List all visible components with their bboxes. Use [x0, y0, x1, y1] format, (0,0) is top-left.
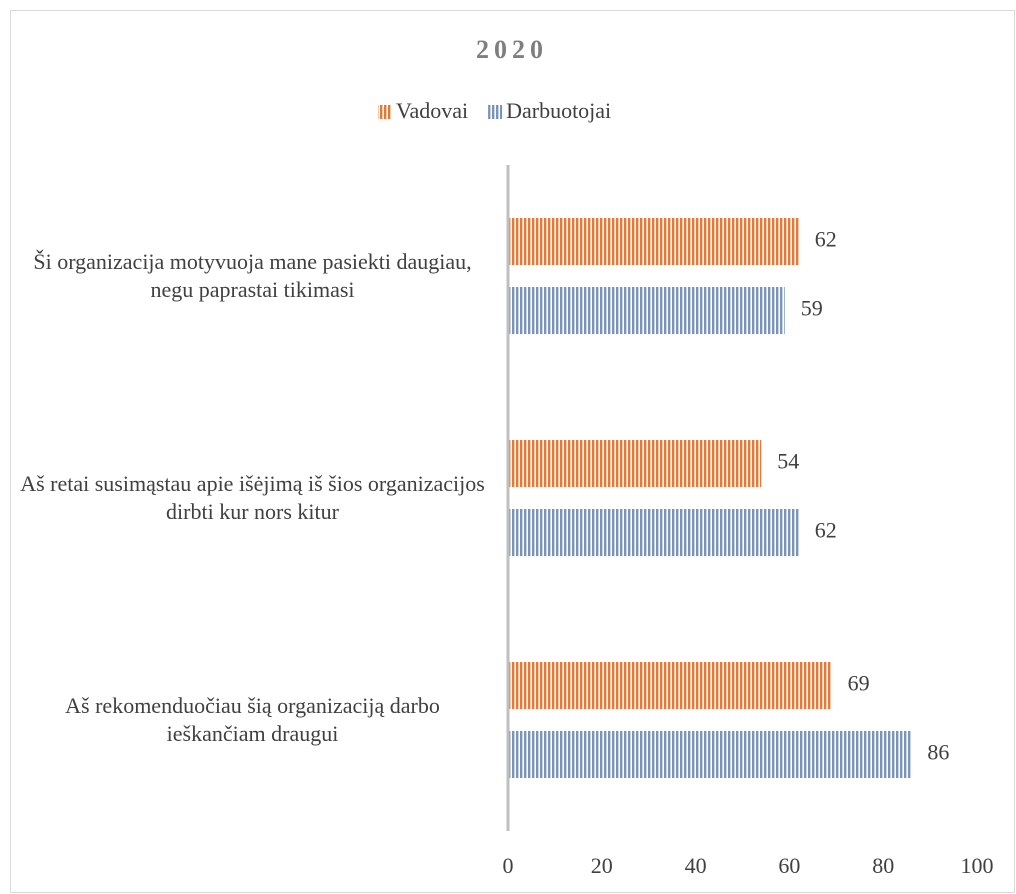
category-label: Ši organizacija motyvuoja mane pasiekti …: [33, 249, 472, 302]
chart-title: 2020: [476, 35, 548, 64]
value-label: 62: [815, 227, 837, 252]
bar: [508, 440, 762, 487]
value-label: 69: [848, 671, 870, 696]
x-tick-label: 40: [685, 853, 707, 878]
x-tick-label: 20: [591, 853, 613, 878]
x-tick-label: 100: [961, 853, 994, 878]
x-tick-label: 0: [503, 853, 514, 878]
bar: [508, 287, 785, 334]
value-label: 59: [801, 296, 823, 321]
bar: [508, 731, 912, 778]
category-text: Aš retai susimąstau apie išėjimą iš šios…: [20, 471, 485, 524]
x-tick-label: 60: [778, 853, 800, 878]
category-text: Aš rekomenduočiau šią organizaciją darbo…: [65, 693, 440, 746]
legend-swatch: [488, 105, 503, 119]
bar: [508, 662, 832, 709]
bar: [508, 218, 799, 265]
category-label: Aš retai susimąstau apie išėjimą iš šios…: [20, 471, 485, 524]
bar: [508, 509, 799, 556]
legend-label: Darbuotojai: [506, 98, 611, 123]
legend-label: Vadovai: [396, 98, 468, 123]
x-tick-label: 80: [872, 853, 894, 878]
category-text: Ši organizacija motyvuoja mane pasiekti …: [33, 249, 472, 302]
legend-swatch: [378, 105, 392, 119]
value-label: 62: [815, 518, 837, 543]
value-label: 86: [927, 740, 949, 765]
category-label: Aš rekomenduočiau šią organizaciją darbo…: [65, 693, 440, 746]
value-label: 54: [777, 449, 799, 474]
